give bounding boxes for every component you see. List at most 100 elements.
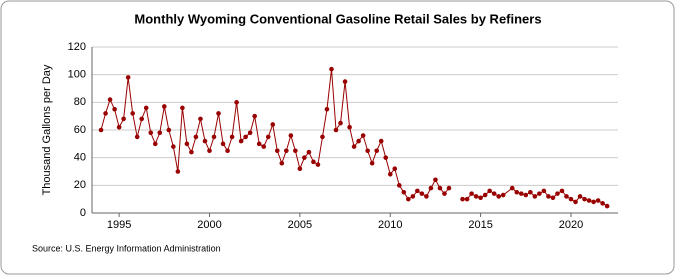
y-tick-label: 0: [80, 207, 86, 219]
data-point: [604, 203, 610, 209]
data-point: [415, 188, 420, 194]
source-note: Source: U.S. Energy Information Administ…: [32, 243, 221, 253]
x-tick-label: 2000: [197, 219, 221, 231]
data-point: [256, 141, 262, 147]
data-point: [157, 130, 163, 136]
data-point: [342, 79, 348, 84]
data-point: [518, 191, 524, 196]
data-point: [351, 144, 357, 149]
data-point: [537, 191, 542, 196]
data-point: [528, 189, 533, 195]
data-point: [356, 138, 361, 144]
data-point: [261, 144, 267, 149]
data-point: [369, 160, 375, 166]
data-point: [284, 148, 289, 154]
data-point: [523, 192, 529, 198]
data-point: [464, 196, 470, 202]
data-point: [555, 191, 560, 196]
data-point: [564, 194, 569, 199]
data-point: [288, 133, 294, 138]
data-point: [577, 194, 583, 199]
data-point: [329, 66, 334, 72]
data-point: [220, 141, 226, 147]
data-point: [162, 104, 167, 109]
data-point: [591, 199, 596, 205]
data-point: [500, 192, 506, 198]
x-tick-label: 2010: [378, 219, 402, 231]
y-tick-label: 120: [68, 41, 86, 53]
data-point: [302, 155, 307, 160]
x-tick-label: 2020: [559, 219, 583, 231]
data-point: [324, 106, 330, 112]
data-point: [333, 127, 339, 133]
data-point: [514, 189, 520, 195]
data-point: [442, 191, 447, 196]
data-point: [112, 106, 117, 112]
chart-title: Monthly Wyoming Conventional Gasoline Re…: [134, 11, 541, 26]
data-point: [175, 169, 181, 174]
data-point: [446, 185, 452, 191]
data-point: [116, 124, 122, 130]
y-axis-label: Thousand Gallons per Day: [41, 64, 53, 195]
data-point: [473, 194, 479, 199]
y-tick-label: 60: [74, 124, 86, 136]
data-point: [582, 196, 587, 202]
data-point: [229, 134, 235, 140]
data-point: [121, 116, 126, 122]
data-point: [559, 188, 565, 194]
data-point: [378, 138, 384, 144]
data-point: [211, 134, 217, 140]
data-point: [293, 148, 298, 154]
y-tick-label: 100: [68, 69, 86, 81]
data-point: [491, 191, 497, 196]
data-point: [383, 155, 389, 160]
data-point: [189, 149, 194, 155]
data-point: [396, 183, 402, 188]
data-point: [541, 188, 547, 194]
data-point: [225, 148, 230, 154]
data-point: [586, 198, 592, 203]
data-point: [600, 201, 605, 206]
x-tick-label: 2015: [468, 219, 492, 231]
data-point: [238, 138, 244, 144]
data-point: [496, 194, 502, 199]
data-point: [406, 196, 411, 202]
data-point: [152, 141, 158, 147]
data-point: [482, 192, 488, 198]
data-point: [469, 191, 474, 196]
data-point: [207, 148, 212, 154]
data-point: [234, 100, 239, 105]
data-point: [460, 196, 465, 202]
data-point: [419, 191, 425, 196]
data-point: [98, 127, 104, 133]
data-point: [270, 122, 276, 127]
data-point: [365, 148, 370, 154]
data-point: [184, 141, 190, 147]
data-point: [252, 113, 257, 119]
data-point: [216, 111, 221, 116]
data-point: [139, 116, 145, 122]
data-point: [171, 144, 176, 149]
data-point: [202, 138, 208, 144]
x-tick-label: 1995: [107, 219, 131, 231]
data-point: [166, 127, 172, 133]
data-point: [550, 195, 556, 201]
data-point: [374, 148, 379, 154]
data-point: [428, 185, 434, 191]
data-point: [243, 134, 248, 140]
data-point: [392, 166, 398, 172]
data-point: [315, 162, 321, 167]
data-point: [546, 194, 551, 199]
data-point: [134, 134, 140, 140]
y-tick-label: 20: [74, 179, 86, 191]
data-point: [297, 166, 303, 172]
data-point: [279, 160, 285, 166]
data-point: [247, 130, 253, 136]
data-point: [568, 196, 574, 202]
data-point: [347, 124, 352, 130]
data-point: [573, 199, 578, 205]
data-point: [143, 105, 149, 111]
data-point: [311, 159, 316, 165]
